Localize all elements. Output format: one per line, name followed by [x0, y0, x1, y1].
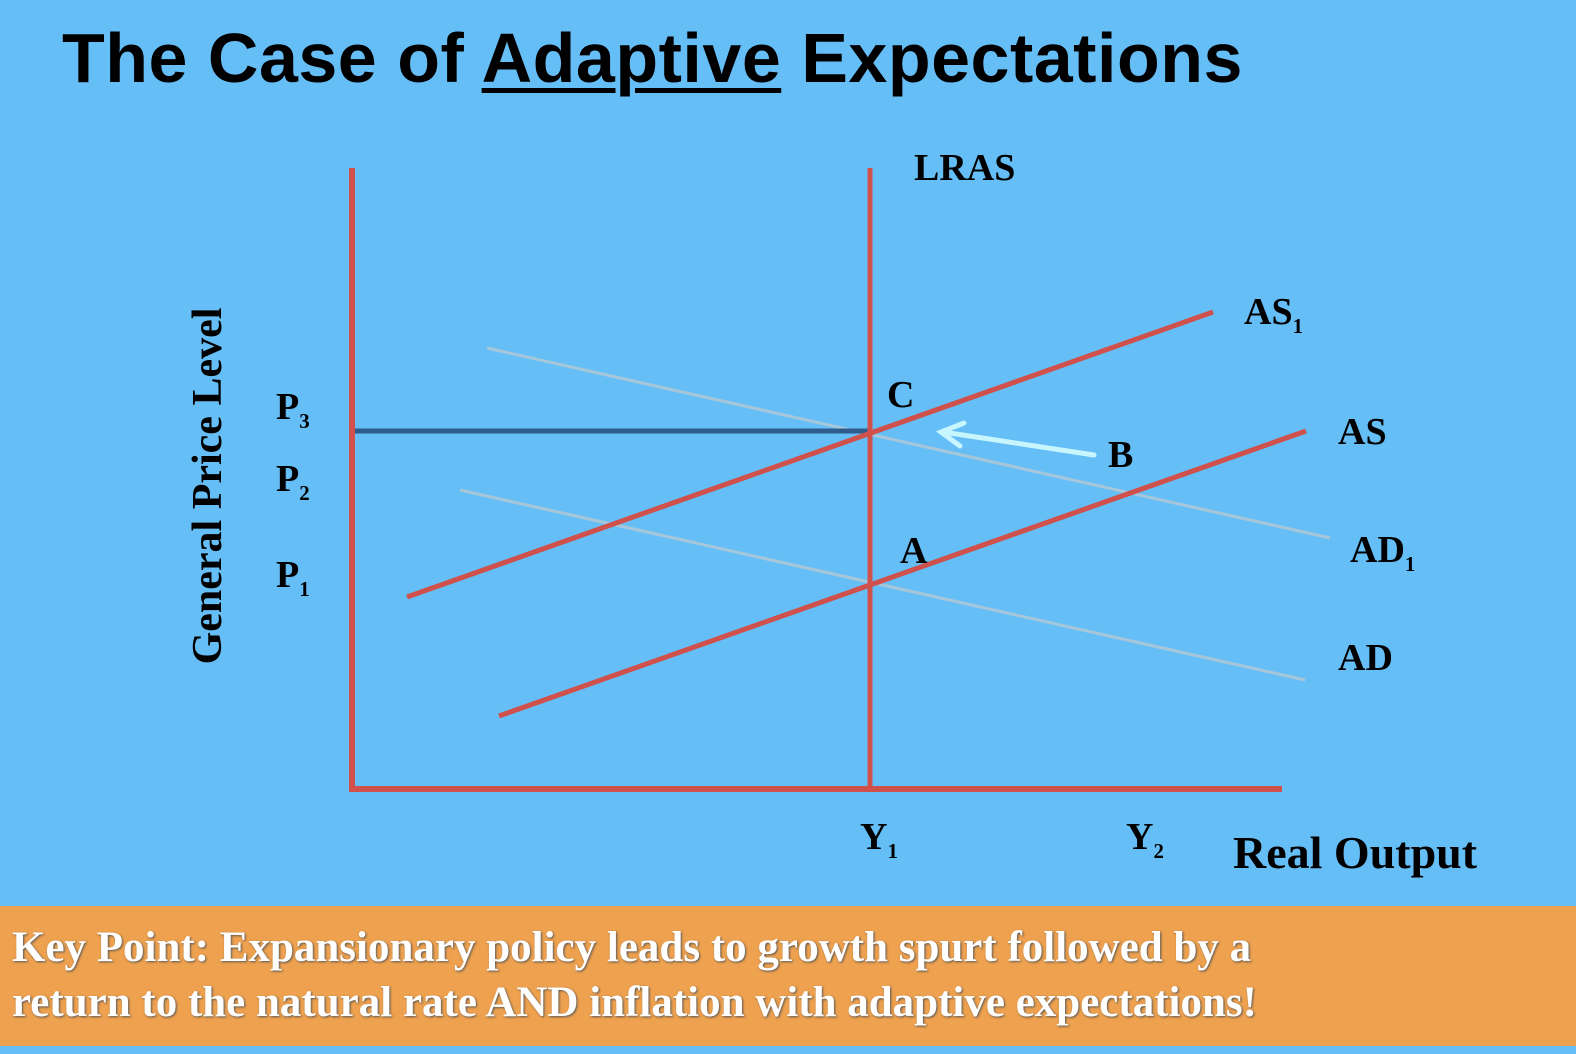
point-a-label: A — [900, 530, 928, 572]
output-label-y1: Y1 — [860, 816, 898, 864]
lras-label: LRAS — [914, 147, 1016, 189]
b-to-c-arrow — [935, 420, 1097, 458]
as1-curve — [406, 309, 1214, 600]
ad-label: AD — [1338, 637, 1393, 679]
output-label-y2: Y2 — [1126, 816, 1164, 864]
as-curve — [498, 428, 1307, 719]
point-c-label: C — [887, 374, 915, 416]
key-point-banner: Key Point: Expansionary policy leads to … — [0, 906, 1576, 1046]
as-label: AS — [1338, 411, 1387, 453]
title-emphasis: Adaptive — [481, 19, 782, 97]
x-axis-label: Real Output — [1233, 827, 1478, 878]
title-prefix: The Case of — [62, 19, 465, 97]
price-label-p3: P3 — [276, 386, 310, 434]
ad1-label: AD1 — [1350, 529, 1416, 577]
title-suffix: Expectations — [801, 19, 1243, 97]
slide-title: The Case of Adaptive Expectations — [62, 18, 1243, 98]
price-label-p1: P1 — [276, 554, 310, 602]
y-axis-label: General Price Level — [185, 307, 231, 665]
key-point-line-2: return to the natural rate AND inflation… — [12, 979, 1257, 1026]
as1-label: AS1 — [1244, 291, 1304, 339]
price-label-p2: P2 — [276, 458, 310, 506]
point-b-label: B — [1108, 434, 1134, 476]
key-point-line-1: Key Point: Expansionary policy leads to … — [12, 924, 1252, 971]
ad-curve — [459, 488, 1306, 682]
ad1-curve — [486, 346, 1331, 540]
